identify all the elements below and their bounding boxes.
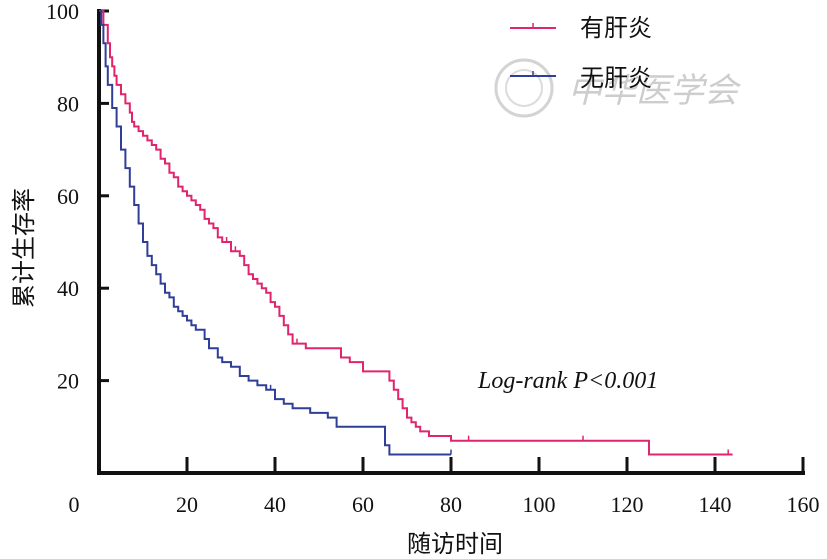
legend-label-no-hepatitis: 无肝炎	[580, 64, 652, 92]
log-rank-annotation: Log-rank P<0.001	[477, 368, 658, 394]
x-tick-label: 60	[352, 492, 374, 517]
x-axis-title: 随访时间	[407, 530, 503, 558]
series-hepatitis	[99, 10, 733, 456]
x-tick-label: 120	[611, 492, 644, 517]
legend-item-no-hepatitis: 无肝炎	[510, 64, 652, 92]
y-tick-label: 20	[57, 369, 79, 394]
x-tick-label: 0	[69, 492, 80, 517]
x-ticks: 0 20 40 60 80 100 120 140 160	[69, 457, 820, 517]
x-tick-label: 160	[787, 492, 820, 517]
survival-curve	[99, 10, 733, 456]
x-tick-label: 100	[523, 492, 556, 517]
axes: 20 40 60 80 100 0 20 40 60 80 100 120 140 160	[46, 0, 820, 517]
watermark: 中华医学会	[494, 58, 742, 118]
x-tick-label: 140	[699, 492, 732, 517]
watermark-text: 中华医学会	[568, 71, 742, 111]
series-layer	[99, 10, 733, 456]
x-tick-label: 20	[176, 492, 198, 517]
y-axis-title: 累计生存率	[10, 188, 38, 308]
y-tick-label: 80	[57, 91, 79, 116]
series-no-hepatitis	[99, 10, 452, 456]
legend: 有肝炎 无肝炎	[510, 14, 652, 92]
y-tick-label: 60	[57, 184, 79, 209]
watermark-seal-icon	[494, 58, 554, 118]
x-tick-label: 80	[440, 492, 462, 517]
y-tick-label: 40	[57, 276, 79, 301]
legend-item-hepatitis: 有肝炎	[510, 14, 652, 42]
survival-curve	[99, 10, 451, 456]
y-ticks: 20 40 60 80 100	[46, 0, 109, 394]
watermark-seal-inner-icon	[505, 69, 543, 107]
y-tick-label: 100	[46, 0, 79, 24]
legend-label-hepatitis: 有肝炎	[580, 14, 652, 42]
x-tick-label: 40	[264, 492, 286, 517]
